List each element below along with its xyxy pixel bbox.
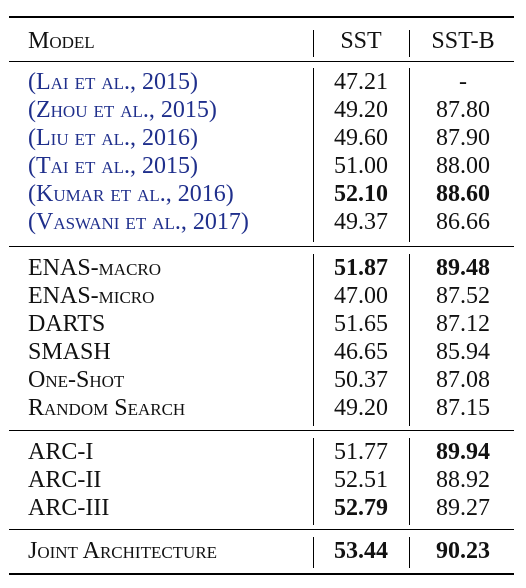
sst-value: 47.21 bbox=[334, 69, 388, 95]
column-divider bbox=[409, 30, 410, 57]
column-divider bbox=[313, 30, 314, 57]
sst-b-value: 89.48 bbox=[436, 255, 490, 281]
sst-value: 52.79 bbox=[334, 495, 388, 521]
column-divider bbox=[409, 537, 410, 568]
column-divider bbox=[409, 254, 410, 426]
sst-value: 52.10 bbox=[334, 181, 388, 207]
sst-b-value: 89.94 bbox=[436, 439, 490, 465]
table-row: (Vaswani et al., 2017) 49.37 86.66 bbox=[0, 208, 526, 236]
model-name: ARC-II bbox=[28, 467, 102, 493]
header-sst-b: SST-B bbox=[431, 28, 495, 54]
header-model: Model bbox=[28, 28, 95, 54]
table-row: (Liu et al., 2016) 49.60 87.90 bbox=[0, 124, 526, 152]
model-name: (Liu et al., 2016) bbox=[28, 125, 199, 151]
table-row: ARC-II 52.51 88.92 bbox=[0, 466, 526, 494]
sst-b-value: 85.94 bbox=[436, 339, 490, 365]
sst-value: 51.65 bbox=[334, 311, 388, 337]
header-row: Model SST SST-B bbox=[0, 27, 526, 55]
sst-b-value: 87.12 bbox=[436, 311, 490, 337]
sst-b-value: 88.92 bbox=[436, 467, 490, 493]
table-row: ARC-I 51.77 89.94 bbox=[0, 438, 526, 466]
table-row: (Kumar et al., 2016) 52.10 88.60 bbox=[0, 180, 526, 208]
column-divider bbox=[313, 537, 314, 568]
table-row: ARC-III 52.79 89.27 bbox=[0, 494, 526, 522]
sst-b-value: 89.27 bbox=[436, 495, 490, 521]
model-name: (Kumar et al., 2016) bbox=[28, 181, 234, 207]
sst-value: 49.20 bbox=[334, 395, 388, 421]
sst-value: 49.37 bbox=[334, 209, 388, 235]
table-row: (Zhou et al., 2015) 49.20 87.80 bbox=[0, 96, 526, 124]
sst-value: 50.37 bbox=[334, 367, 388, 393]
model-name: ENAS-micro bbox=[28, 283, 155, 309]
table-row: SMASH 46.65 85.94 bbox=[0, 338, 526, 366]
sst-b-value: 86.66 bbox=[436, 209, 490, 235]
table-row: Random Search 49.20 87.15 bbox=[0, 394, 526, 422]
bottom-rule bbox=[9, 573, 514, 575]
model-name: (Zhou et al., 2015) bbox=[28, 97, 217, 123]
model-name: SMASH bbox=[28, 339, 111, 365]
model-name: (Lai et al., 2015) bbox=[28, 69, 199, 95]
sst-value: 46.65 bbox=[334, 339, 388, 365]
header-sst: SST bbox=[340, 28, 382, 54]
header-rule bbox=[9, 61, 514, 62]
group-rule bbox=[9, 430, 514, 431]
sst-value: 51.77 bbox=[334, 439, 388, 465]
model-name: Joint Architecture bbox=[28, 538, 218, 564]
column-divider bbox=[409, 438, 410, 525]
sst-b-value: 88.00 bbox=[436, 153, 490, 179]
model-name: (Vaswani et al., 2017) bbox=[28, 209, 249, 235]
table-row: Joint Architecture 53.44 90.23 bbox=[0, 537, 526, 565]
sst-b-value: 87.08 bbox=[436, 367, 490, 393]
table-row: ENAS-macro 51.87 89.48 bbox=[0, 254, 526, 282]
column-divider bbox=[313, 438, 314, 525]
model-name: (Tai et al., 2015) bbox=[28, 153, 199, 179]
sst-value: 49.60 bbox=[334, 125, 388, 151]
model-name: DARTS bbox=[28, 311, 106, 337]
model-name: ARC-I bbox=[28, 439, 94, 465]
sst-b-value: 87.80 bbox=[436, 97, 490, 123]
table-row: ENAS-micro 47.00 87.52 bbox=[0, 282, 526, 310]
group-rule bbox=[9, 529, 514, 530]
group-rule bbox=[9, 246, 514, 247]
table-row: One-Shot 50.37 87.08 bbox=[0, 366, 526, 394]
sst-b-value: - bbox=[459, 69, 467, 95]
column-divider bbox=[313, 68, 314, 242]
sst-value: 51.87 bbox=[334, 255, 388, 281]
column-divider bbox=[409, 68, 410, 242]
model-name: One-Shot bbox=[28, 367, 125, 393]
top-rule bbox=[9, 16, 514, 18]
sst-b-value: 87.52 bbox=[436, 283, 490, 309]
column-divider bbox=[313, 254, 314, 426]
table-row: DARTS 51.65 87.12 bbox=[0, 310, 526, 338]
sst-value: 51.00 bbox=[334, 153, 388, 179]
sst-value: 53.44 bbox=[334, 538, 388, 564]
sst-value: 52.51 bbox=[334, 467, 388, 493]
sst-value: 47.00 bbox=[334, 283, 388, 309]
sst-b-value: 88.60 bbox=[436, 181, 490, 207]
sst-b-value: 90.23 bbox=[436, 538, 490, 564]
sst-b-value: 87.15 bbox=[436, 395, 490, 421]
model-name: Random Search bbox=[28, 395, 186, 421]
model-name: ARC-III bbox=[28, 495, 110, 521]
table-row: (Lai et al., 2015) 47.21 - bbox=[0, 68, 526, 96]
model-name: ENAS-macro bbox=[28, 255, 162, 281]
table-row: (Tai et al., 2015) 51.00 88.00 bbox=[0, 152, 526, 180]
sst-b-value: 87.90 bbox=[436, 125, 490, 151]
sst-value: 49.20 bbox=[334, 97, 388, 123]
